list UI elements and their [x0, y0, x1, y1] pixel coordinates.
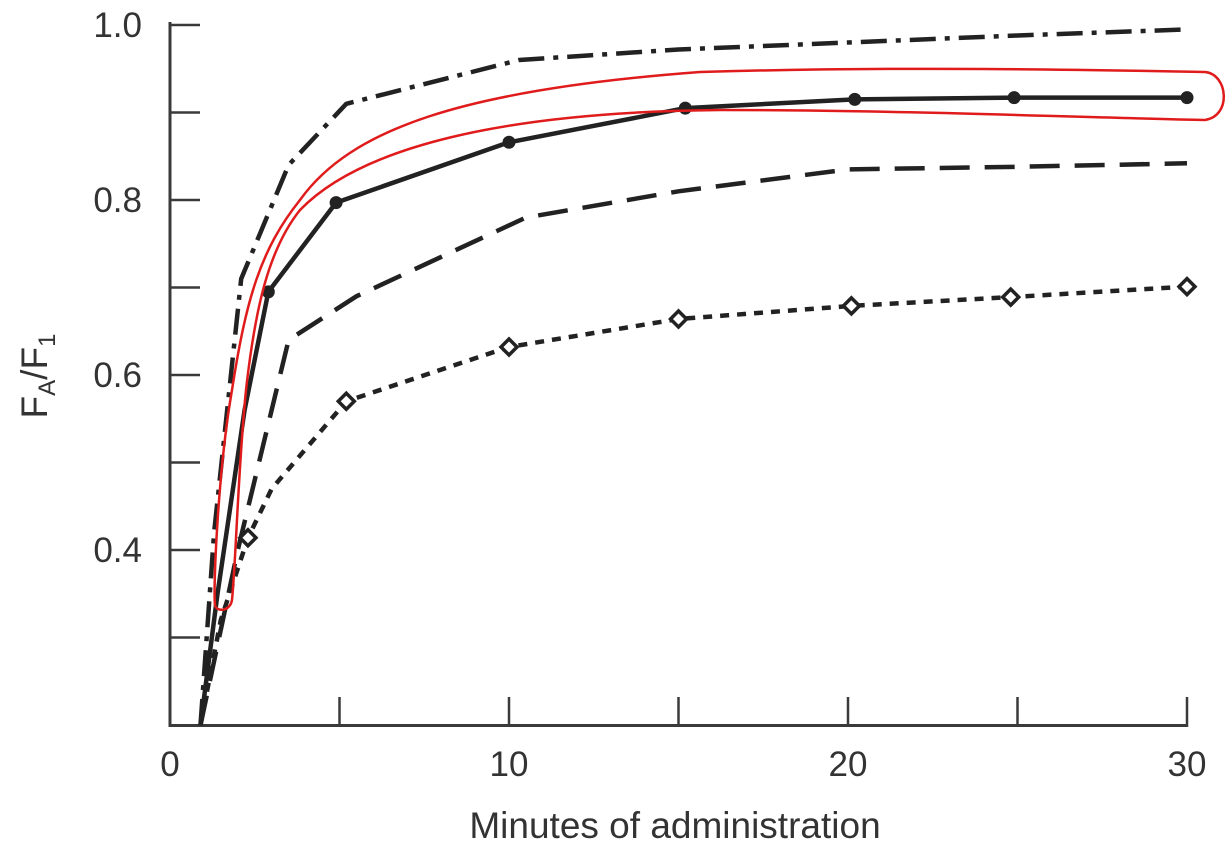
x-tick-label: 0 — [160, 745, 179, 784]
data-point-diamond — [498, 336, 520, 358]
y-axis-title-sub-a: A — [34, 380, 61, 396]
x-tick-labels: 0 10 20 30 — [160, 745, 1206, 784]
y-tick-label: 0.6 — [93, 356, 142, 395]
data-point-circle — [329, 196, 343, 210]
x-tick-label: 30 — [1168, 745, 1207, 784]
y-tick-label: 1.0 — [93, 6, 142, 45]
y-axis-title-main: F — [14, 396, 55, 419]
data-point-circle — [261, 285, 275, 299]
data-point-diamond — [237, 527, 259, 549]
y-axis-title-sub-b: 1 — [34, 334, 61, 347]
marker-layer — [237, 91, 1198, 549]
y-axis-title: FA/F1 — [14, 334, 61, 419]
data-point-diamond — [668, 308, 689, 330]
x-tick-label: 20 — [829, 745, 868, 784]
data-point-circle — [678, 101, 692, 115]
data-point-circle — [1180, 91, 1194, 105]
data-point-diamond — [1176, 276, 1198, 298]
x-tick-label: 10 — [490, 745, 529, 784]
highlight-outline — [213, 67, 1225, 611]
data-point-diamond — [1000, 286, 1022, 308]
series-line-dotted — [198, 284, 1188, 726]
series-layer — [198, 27, 1188, 726]
x-axis-title: Minutes of administration — [469, 805, 880, 845]
y-tick-label: 0.4 — [93, 531, 142, 570]
series-line-dashed — [198, 161, 1188, 726]
y-axis-title-slash: /F — [14, 347, 55, 380]
data-point-diamond — [335, 390, 357, 412]
series-line-solid — [198, 95, 1187, 726]
data-point-circle — [1007, 91, 1021, 105]
y-tick-labels: 0.4 0.6 0.8 1.0 — [93, 6, 142, 570]
data-point-circle — [502, 135, 516, 149]
y-tick-label: 0.8 — [93, 181, 142, 220]
x-tick-marks — [168, 697, 1189, 727]
data-point-circle — [848, 92, 862, 106]
series-line-dash-dot — [198, 27, 1188, 726]
data-point-diamond — [840, 295, 862, 317]
y-tick-marks — [170, 23, 200, 639]
